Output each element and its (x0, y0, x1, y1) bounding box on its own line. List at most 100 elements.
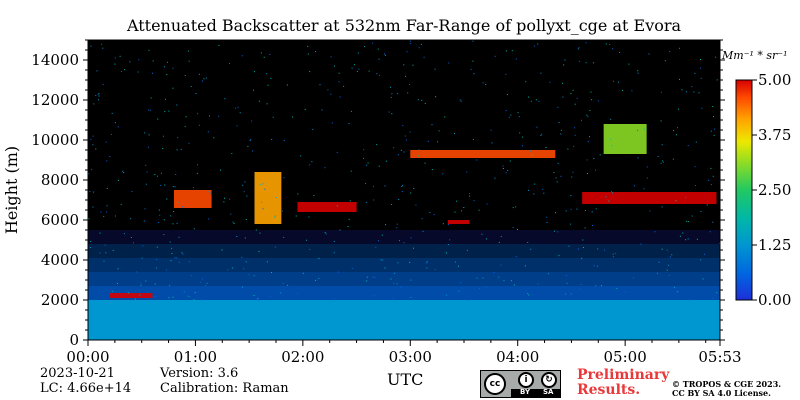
noise-pixel (111, 112, 113, 114)
noise-pixel (243, 191, 245, 193)
noise-pixel (348, 123, 350, 124)
noise-pixel (695, 185, 697, 186)
noise-pixel (209, 115, 210, 117)
noise-pixel (605, 196, 607, 198)
noise-pixel (171, 253, 173, 254)
noise-pixel (338, 72, 340, 74)
noise-pixel (208, 218, 210, 220)
noise-pixel (309, 164, 311, 166)
aerosol-haze-band (88, 272, 720, 286)
copyright-line-1: © TROPOS & CGE 2023. (672, 379, 782, 389)
noise-pixel (444, 116, 446, 118)
noise-pixel (562, 96, 564, 98)
noise-pixel (674, 287, 675, 288)
noise-pixel (114, 215, 116, 217)
cc-icon: cc (484, 373, 506, 395)
noise-pixel (398, 199, 400, 200)
noise-pixel (546, 221, 548, 223)
version-label: Version: 3.6 (160, 366, 239, 381)
noise-pixel (203, 78, 205, 80)
noise-pixel (104, 244, 106, 246)
noise-pixel (139, 294, 141, 296)
cloud-layer-2 (173, 190, 212, 208)
noise-pixel (307, 45, 309, 47)
noise-pixel (297, 193, 299, 195)
preliminary-line-2: Results. (577, 382, 641, 398)
noise-pixel (646, 166, 648, 168)
noise-pixel (713, 134, 715, 136)
noise-pixel (400, 149, 402, 151)
noise-pixel (493, 272, 495, 274)
heatmap-layer (88, 40, 721, 340)
noise-pixel (338, 81, 340, 83)
aerosol-haze-band (88, 286, 720, 300)
noise-pixel (253, 89, 254, 91)
noise-pixel (197, 164, 198, 166)
noise-pixel (502, 168, 504, 169)
noise-pixel (530, 248, 532, 250)
noise-pixel (372, 185, 374, 187)
noise-pixel (148, 134, 150, 136)
cloud-layer-4 (297, 202, 357, 212)
noise-pixel (460, 282, 462, 284)
noise-pixel (103, 260, 105, 262)
noise-pixel (106, 160, 108, 162)
colorbar (735, 79, 753, 301)
noise-pixel (166, 269, 168, 271)
noise-pixel (122, 170, 124, 172)
noise-pixel (283, 177, 285, 179)
noise-pixel (380, 259, 382, 261)
noise-pixel (557, 162, 559, 164)
noise-pixel (700, 77, 702, 79)
noise-pixel (187, 50, 189, 52)
noise-pixel (643, 188, 645, 190)
x-axis: 00:00 01:00 02:00 03:00 04:00 05:00 05:53 (66, 340, 742, 366)
noise-pixel (315, 51, 317, 52)
y-axis-title: Height (m) (2, 146, 21, 234)
cloud-layer-3 (254, 172, 282, 224)
noise-pixel (601, 285, 602, 287)
noise-pixel (233, 223, 235, 224)
noise-pixel (375, 247, 377, 249)
noise-pixel (660, 162, 662, 164)
noise-pixel (560, 129, 562, 131)
noise-pixel (460, 100, 462, 102)
aerosol-haze-band (88, 244, 720, 258)
noise-pixel (169, 241, 171, 243)
noise-pixel (469, 195, 471, 197)
noise-pixel (513, 284, 515, 286)
noise-pixel (580, 284, 582, 285)
noise-pixel (97, 94, 99, 96)
noise-pixel (188, 142, 190, 144)
noise-pixel (267, 300, 269, 301)
noise-pixel (198, 73, 200, 75)
noise-pixel (172, 67, 174, 69)
noise-pixel (537, 43, 539, 45)
noise-pixel (676, 291, 678, 293)
noise-pixel (114, 63, 116, 65)
y-tick-label: 8000 (41, 171, 79, 189)
noise-pixel (363, 157, 365, 159)
noise-pixel (98, 93, 100, 95)
noise-pixel (454, 133, 455, 135)
noise-pixel (185, 116, 187, 118)
colorbar-unit-label: Mm⁻¹ * sr⁻¹ (721, 49, 788, 62)
noise-pixel (586, 114, 588, 116)
noise-pixel (172, 186, 174, 187)
noise-pixel (248, 274, 250, 276)
date-label: 2023-10-21 (40, 366, 115, 381)
noise-pixel (274, 216, 276, 218)
noise-pixel (143, 220, 145, 222)
noise-pixel (237, 106, 239, 108)
noise-pixel (532, 154, 534, 156)
noise-pixel (637, 129, 639, 131)
noise-pixel (172, 223, 174, 225)
cloud-layer-7 (582, 192, 717, 204)
noise-pixel (176, 104, 178, 106)
noise-pixel (564, 59, 566, 61)
noise-pixel (98, 95, 100, 97)
noise-pixel (182, 206, 183, 208)
noise-pixel (174, 257, 176, 259)
noise-pixel (574, 103, 576, 105)
noise-pixel (427, 140, 429, 142)
